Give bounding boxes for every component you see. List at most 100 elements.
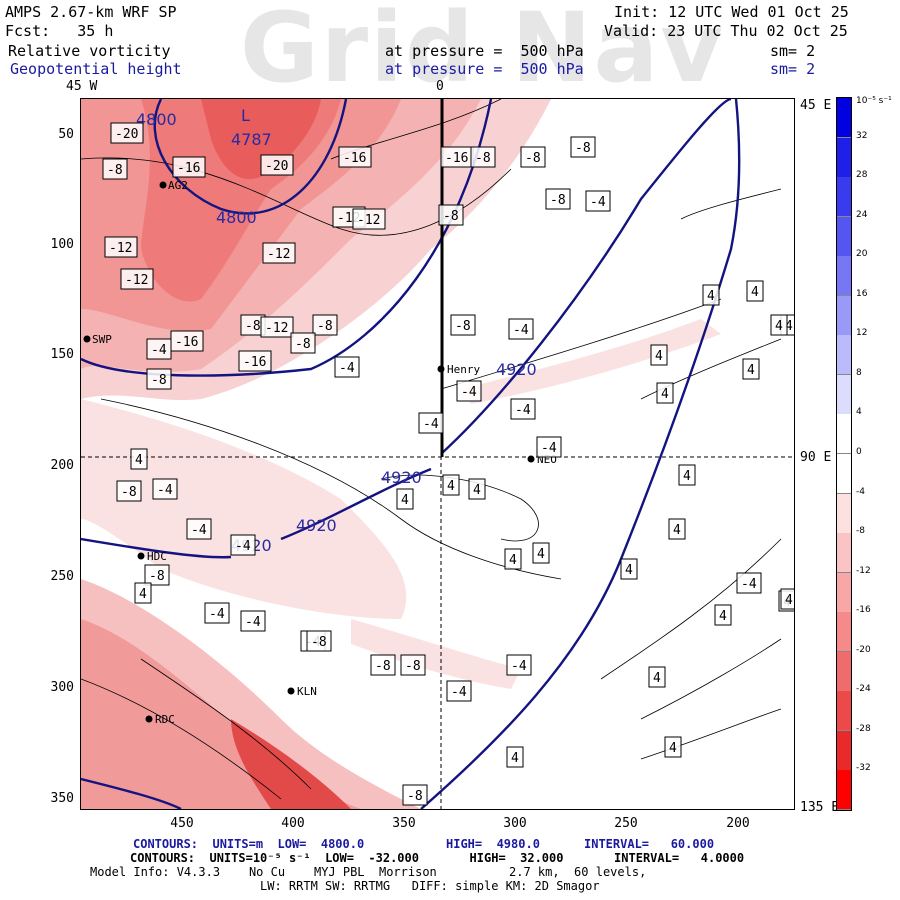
colorbar-tick: 8 bbox=[856, 367, 862, 378]
vorticity-label: -4 bbox=[152, 478, 178, 500]
footer-vorticity-contours: CONTOURS: UNITS=10⁻⁵ s⁻¹ LOW= -32.000 HI… bbox=[130, 851, 745, 865]
svg-text:-4: -4 bbox=[423, 417, 439, 432]
colorbar-tick: -16 bbox=[856, 605, 871, 616]
vorticity-label: -8 bbox=[144, 564, 170, 586]
colorbar-swatch bbox=[837, 295, 851, 336]
x-tick: 450 bbox=[170, 816, 194, 831]
vorticity-label: -4 bbox=[418, 412, 444, 434]
station-label: AG2 bbox=[168, 179, 188, 192]
svg-text:4: 4 bbox=[707, 289, 715, 304]
colorbar-tick: -8 bbox=[856, 526, 865, 537]
vorticity-label: -4 bbox=[204, 602, 230, 624]
vorticity-label: -8 bbox=[102, 158, 128, 180]
forecast-hour: Fcst: 35 h bbox=[5, 22, 114, 40]
svg-text:4: 4 bbox=[751, 285, 759, 300]
right-lon-label: 90 E bbox=[800, 450, 832, 465]
svg-text:-12: -12 bbox=[357, 213, 380, 228]
svg-text:-4: -4 bbox=[339, 361, 355, 376]
vorticity-label: -16 bbox=[338, 146, 372, 168]
vorticity-label: -20 bbox=[260, 154, 294, 176]
colorbar-tick: -12 bbox=[856, 565, 871, 576]
station-dot bbox=[437, 365, 445, 373]
init-time: Init: 12 UTC Wed 01 Oct 25 bbox=[614, 3, 849, 21]
svg-text:-8: -8 bbox=[443, 209, 459, 224]
right-lon-label: 135 E bbox=[800, 800, 840, 815]
svg-text:-8: -8 bbox=[550, 193, 566, 208]
vorticity-label: 4 bbox=[134, 582, 152, 604]
vorticity-label: 4 bbox=[678, 464, 696, 486]
colorbar-swatch bbox=[837, 691, 851, 732]
x-tick: 300 bbox=[503, 816, 527, 831]
vorticity-label: 4 bbox=[532, 542, 550, 564]
vorticity-label: 4 bbox=[620, 558, 638, 580]
colorbar-tick: 12 bbox=[856, 328, 868, 339]
svg-text:-8: -8 bbox=[405, 659, 421, 674]
vorticity-label: -4 bbox=[736, 572, 762, 594]
vorticity-label: 4 bbox=[504, 548, 522, 570]
field2-level: at pressure = 500 hPa bbox=[385, 60, 584, 78]
colorbar-swatch bbox=[837, 335, 851, 376]
svg-text:-4: -4 bbox=[541, 441, 557, 456]
station-label: SWP bbox=[92, 333, 112, 346]
station-dot bbox=[145, 715, 153, 723]
low-marker: L bbox=[241, 106, 250, 125]
y-tick: 100 bbox=[50, 237, 74, 252]
vorticity-label: 4 bbox=[714, 604, 732, 626]
colorbar-tick: 32 bbox=[856, 130, 868, 141]
map-panel[interactable]: AG2 SWP Henry NEO HDC KLN RDC L 4800 478… bbox=[80, 98, 795, 810]
vorticity-label: 4 bbox=[770, 314, 788, 336]
colorbar-swatch bbox=[837, 177, 851, 218]
svg-text:-8: -8 bbox=[375, 659, 391, 674]
y-tick: 200 bbox=[50, 458, 74, 473]
vorticity-label: -4 bbox=[536, 436, 562, 458]
vorticity-label: 4 bbox=[506, 746, 524, 768]
vorticity-label: -8 bbox=[438, 204, 464, 226]
svg-text:-16: -16 bbox=[175, 335, 198, 350]
colorbar-tick: 0 bbox=[856, 447, 862, 457]
svg-text:-4: -4 bbox=[590, 195, 606, 210]
colorbar-swatch bbox=[837, 98, 851, 139]
x-tick: 350 bbox=[392, 816, 416, 831]
svg-text:4: 4 bbox=[785, 593, 793, 608]
height-label: 4920 bbox=[496, 360, 537, 379]
svg-text:-8: -8 bbox=[475, 151, 491, 166]
svg-text:-16: -16 bbox=[177, 161, 200, 176]
vorticity-label: -16 bbox=[172, 156, 206, 178]
svg-text:4: 4 bbox=[655, 349, 663, 364]
station-dot bbox=[83, 335, 91, 343]
height-label: 4800 bbox=[216, 208, 257, 227]
vorticity-label: -12 bbox=[352, 208, 386, 230]
vorticity-label: -16 bbox=[238, 350, 272, 372]
svg-text:-4: -4 bbox=[209, 607, 225, 622]
svg-text:-4: -4 bbox=[513, 323, 529, 338]
vorticity-label: 4 bbox=[668, 518, 686, 540]
vorticity-map-svg: AG2 SWP Henry NEO HDC KLN RDC L 4800 478… bbox=[81, 99, 794, 809]
vorticity-label: -8 bbox=[450, 314, 476, 336]
vorticity-label: -8 bbox=[570, 136, 596, 158]
svg-text:-4: -4 bbox=[461, 385, 477, 400]
svg-text:-8: -8 bbox=[407, 789, 423, 804]
svg-text:-16: -16 bbox=[343, 151, 366, 166]
colorbar-tick: 24 bbox=[856, 209, 868, 220]
vorticity-label: 4 bbox=[442, 474, 460, 496]
svg-text:-4: -4 bbox=[451, 685, 467, 700]
vorticity-label: -8 bbox=[400, 654, 426, 676]
svg-text:4: 4 bbox=[625, 563, 633, 578]
svg-text:4: 4 bbox=[509, 553, 517, 568]
colorbar-swatch bbox=[837, 454, 851, 495]
vorticity-label: 4 bbox=[468, 478, 486, 500]
station-dot bbox=[159, 181, 167, 189]
svg-text:-8: -8 bbox=[121, 485, 137, 500]
colorbar-unit: 10⁻⁵ s⁻¹ bbox=[856, 96, 892, 106]
vorticity-label: -8 bbox=[545, 188, 571, 210]
height-label: 4920 bbox=[381, 468, 422, 487]
vorticity-label: 4 bbox=[664, 736, 682, 758]
vorticity-label: -8 bbox=[116, 480, 142, 502]
colorbar-swatch bbox=[837, 730, 851, 771]
colorbar-swatch bbox=[837, 493, 851, 534]
vorticity-label: -20 bbox=[110, 122, 144, 144]
y-tick: 300 bbox=[50, 680, 74, 695]
vorticity-labels: -20 -20 -16 -16 -12 -16 -8 -8 -8 -8 -8 -8 -4 -12 -12 -1… bbox=[102, 122, 794, 806]
svg-text:4: 4 bbox=[473, 483, 481, 498]
vorticity-label: 4 bbox=[648, 666, 666, 688]
